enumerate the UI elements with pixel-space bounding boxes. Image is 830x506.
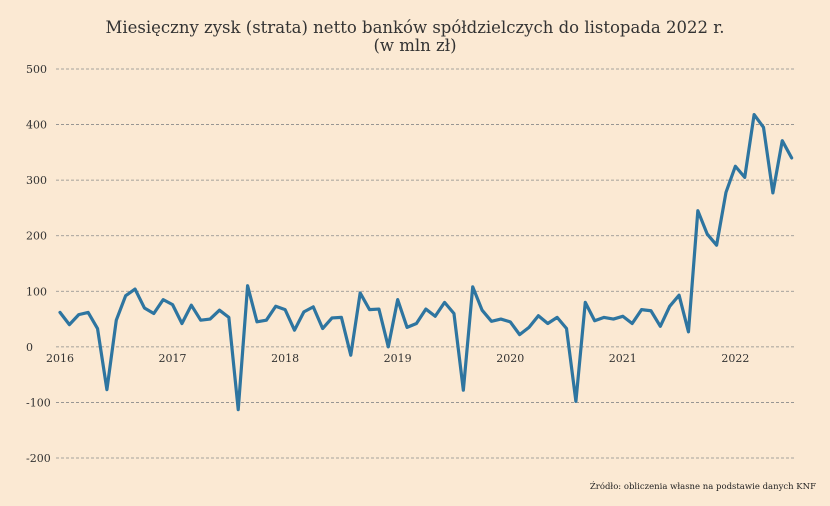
- y-tick-label: 500: [26, 63, 47, 76]
- x-tick-label: 2019: [384, 352, 412, 365]
- y-tick-label: -200: [26, 452, 51, 465]
- source-note: Źródło: obliczenia własne na podstawie d…: [589, 482, 816, 492]
- x-axis-labels: 2016 2017 2018 2019 2020 2021 2022: [46, 352, 749, 365]
- y-tick-label: 300: [26, 174, 47, 187]
- x-tick-label: 2018: [271, 352, 299, 365]
- chart-title: Miesięczny zysk (strata) netto banków sp…: [105, 18, 725, 37]
- y-tick-label: 200: [26, 230, 47, 243]
- y-axis-labels: 500 400 300 200 100 0 -100 -200: [26, 63, 51, 465]
- x-tick-label: 2017: [159, 352, 187, 365]
- y-tick-label: 100: [26, 285, 47, 298]
- series-line: [58, 112, 794, 412]
- x-tick-label: 2020: [496, 352, 524, 365]
- grid-lines: [56, 68, 795, 459]
- y-tick-label: -100: [26, 396, 51, 409]
- x-tick-label: 2022: [721, 352, 749, 365]
- y-tick-label: 400: [26, 119, 47, 132]
- chart-subtitle: (w mln zł): [373, 36, 457, 55]
- series-layer: [58, 112, 794, 412]
- x-tick-label: 2021: [609, 352, 637, 365]
- y-tick-label: 0: [26, 341, 33, 354]
- x-tick-label: 2016: [46, 352, 74, 365]
